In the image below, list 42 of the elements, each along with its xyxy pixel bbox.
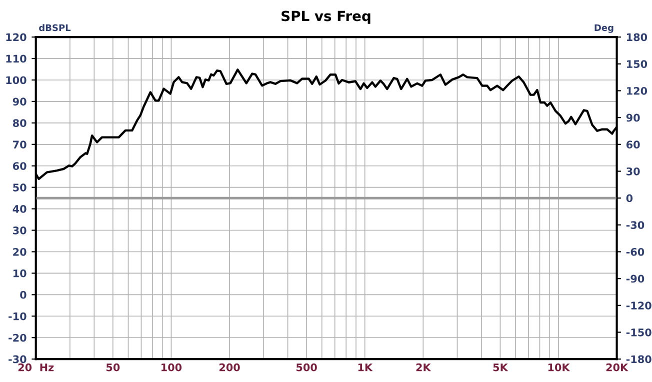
y2-tick-label: -30 — [626, 221, 644, 230]
y2-tick-label: 180 — [626, 33, 648, 42]
x-tick-label: 50 — [106, 363, 120, 372]
y2-tick-label: -120 — [626, 302, 652, 310]
x-tick-label: 200 — [219, 363, 240, 372]
x-tick-label: 2K — [416, 363, 432, 372]
x-tick-label: 5K — [493, 364, 508, 372]
y2-axis-title: Deg — [594, 24, 614, 33]
x-tick-label: 500 — [296, 363, 317, 372]
y-tick-label: -20 — [8, 334, 26, 342]
y-tick-label: 110 — [6, 54, 26, 63]
y-axis-title: dBSPL — [39, 24, 71, 32]
y-tick-label: 70 — [13, 140, 26, 148]
y-tick-label: 0 — [20, 290, 26, 299]
y-tick-label: 40 — [12, 205, 26, 213]
y-tick-label: 100 — [6, 76, 26, 84]
y2-tick-label: -90 — [626, 274, 644, 283]
y-tick-label: 20 — [13, 248, 26, 256]
x-tick-label: 20K — [606, 363, 628, 372]
y-tick-label: 120 — [6, 33, 26, 42]
y-tick-label: 80 — [12, 119, 26, 128]
y2-tick-label: 0 — [626, 194, 633, 202]
y-tick-label: -30 — [8, 355, 26, 364]
x-tick-label: 100 — [162, 363, 182, 372]
y2-tick-label: -150 — [626, 328, 652, 336]
x-tick-label: 1K — [358, 364, 373, 372]
x-tick-label: 10K — [548, 363, 570, 372]
y-tick-label: 90 — [12, 98, 26, 106]
y-tick-label: 50 — [13, 184, 26, 192]
y2-tick-label: 150 — [626, 60, 648, 68]
y2-tick-label: 60 — [626, 140, 640, 148]
y2-tick-label: 30 — [626, 167, 640, 176]
y2-tick-label: -60 — [626, 248, 644, 256]
y-tick-label: 60 — [12, 162, 26, 170]
y-tick-label: 10 — [14, 269, 26, 278]
y-tick-label: -10 — [8, 312, 26, 320]
y-tick-label: 30 — [13, 226, 26, 234]
y2-tick-label: 120 — [626, 86, 648, 95]
y2-tick-label: 90 — [626, 114, 640, 122]
chart-title: SPL vs Freq — [282, 10, 370, 24]
x-tick-label: 20 Hz — [18, 363, 54, 372]
y2-tick-label: -180 — [626, 355, 652, 364]
